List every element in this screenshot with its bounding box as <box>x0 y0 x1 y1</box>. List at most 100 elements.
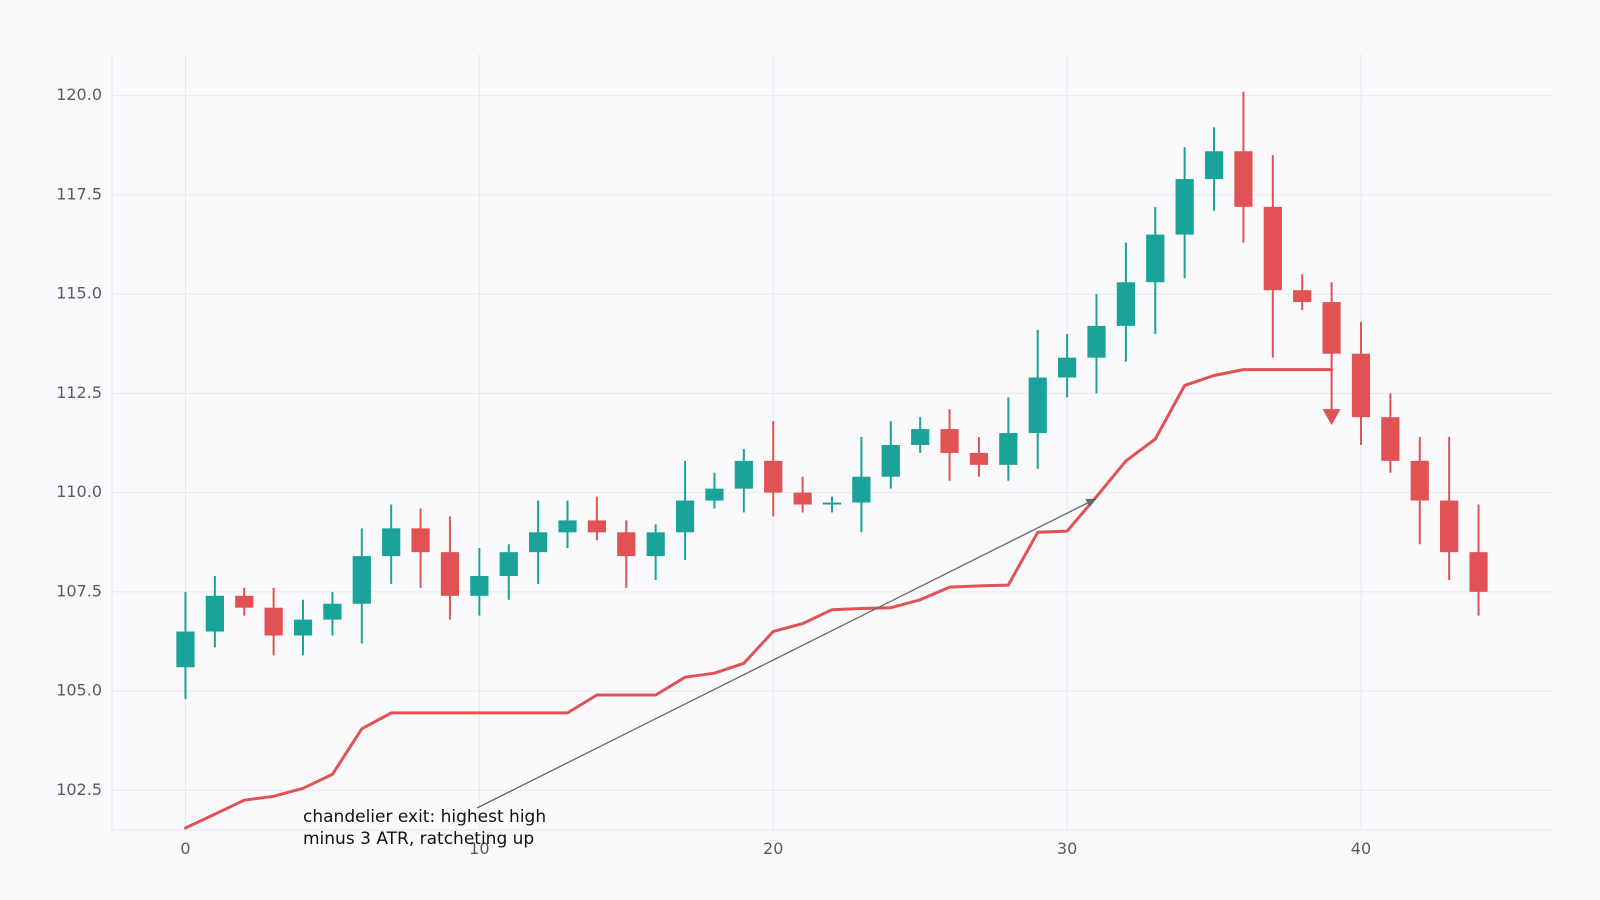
candle-down <box>587 496 607 541</box>
exit-signal-arrow <box>1322 409 1341 426</box>
candle-up <box>705 472 724 509</box>
candle-body <box>646 532 665 557</box>
axes <box>111 54 1552 831</box>
candle-body <box>1116 282 1135 326</box>
x-tick-label: 30 <box>1057 839 1077 858</box>
candle-body <box>470 575 489 596</box>
candle-up <box>529 500 548 584</box>
y-tick-label: 117.5 <box>56 184 102 203</box>
annotation-line-1: chandelier exit: highest high <box>303 807 546 827</box>
candle-body <box>176 631 195 668</box>
candle-body <box>999 433 1018 465</box>
candle-body <box>1440 500 1459 553</box>
candle-up <box>1175 147 1194 279</box>
annotation: chandelier exit: highest high minus 3 AT… <box>303 498 1097 849</box>
candle-down <box>440 516 460 620</box>
candle-body <box>205 595 224 632</box>
candle-body <box>352 556 371 604</box>
candle-body <box>1087 325 1106 358</box>
candle-body <box>1057 357 1077 378</box>
candle-body <box>969 452 989 465</box>
candle-up <box>176 591 195 700</box>
annotation-arrowhead <box>1085 498 1097 508</box>
candle-down <box>1322 282 1341 378</box>
candle-down <box>764 421 783 517</box>
candle-up <box>558 500 577 549</box>
candle-up <box>293 599 313 656</box>
annotation-text: chandelier exit: highest high minus 3 AT… <box>303 807 552 849</box>
exit-signal <box>1322 369 1341 426</box>
candle-body <box>940 429 959 453</box>
candle-body <box>264 607 283 636</box>
candle-body <box>529 532 548 553</box>
candle-body <box>1234 151 1253 207</box>
candle-down <box>235 587 254 616</box>
grid <box>112 54 1552 830</box>
candle-down <box>1381 393 1400 473</box>
candle-up <box>205 575 224 648</box>
y-tick-label: 107.5 <box>56 581 102 600</box>
candle-body <box>1469 552 1488 592</box>
annotation-arrow <box>476 502 1088 809</box>
candle-down <box>1469 504 1488 616</box>
x-tick-label: 40 <box>1351 839 1371 858</box>
candle-down <box>1410 437 1429 545</box>
candle-down <box>264 587 283 656</box>
candle-body <box>1322 302 1341 354</box>
candle-body <box>1351 353 1371 418</box>
candle-up <box>499 544 518 600</box>
candle-down <box>1293 274 1312 311</box>
candle-body <box>617 532 636 557</box>
chandelier-exit-line <box>184 368 1334 830</box>
chandelier-exit-series <box>184 368 1334 830</box>
candle-down <box>1263 155 1282 358</box>
candle-body <box>1204 151 1224 180</box>
candle-down <box>1351 321 1371 445</box>
x-tick-label: 0 <box>180 839 190 858</box>
candle-body <box>1175 179 1194 235</box>
candle-body <box>675 500 695 533</box>
candle-up <box>881 421 900 489</box>
candle-body <box>705 488 724 501</box>
candle-up <box>675 460 695 561</box>
y-tick-label: 115.0 <box>56 284 102 303</box>
candle-down <box>1234 91 1253 243</box>
candle-body <box>911 429 930 445</box>
candles <box>176 91 1488 700</box>
candle-up <box>911 417 930 453</box>
candle-body <box>499 552 518 576</box>
candle-up <box>470 548 489 616</box>
candle-body <box>764 460 783 493</box>
candle-down <box>1440 437 1459 580</box>
candle-up <box>1146 206 1165 334</box>
x-tick-label: 20 <box>763 839 783 858</box>
candle-body <box>411 528 430 553</box>
candle-body <box>881 444 900 477</box>
candle-body <box>822 502 842 505</box>
candle-up <box>646 524 665 580</box>
candle-up <box>852 437 871 533</box>
candle-body <box>1293 290 1312 303</box>
y-tick-label: 102.5 <box>56 780 102 799</box>
candle-up <box>323 591 342 636</box>
candle-body <box>793 492 812 505</box>
y-tick-label: 105.0 <box>56 681 102 700</box>
candle-down <box>617 520 636 588</box>
candle-body <box>440 552 460 596</box>
y-tick-label: 112.5 <box>56 383 102 402</box>
candle-up <box>1028 329 1047 469</box>
candle-up <box>1116 242 1135 362</box>
candle-down <box>793 476 812 513</box>
candle-up <box>1087 294 1106 394</box>
candle-body <box>558 520 577 533</box>
candle-body <box>1263 206 1282 291</box>
tick-labels: 102.5 105.0 107.5 110.0 112.5 115.0 117.5 120.0… <box>56 85 1371 858</box>
candle-down <box>969 437 989 477</box>
candle-up <box>352 528 371 644</box>
candle-body <box>734 460 753 489</box>
candle-body <box>382 528 401 557</box>
candle-up <box>822 496 842 513</box>
annotation-line-2: minus 3 ATR, ratcheting up <box>303 829 534 849</box>
candle-body <box>323 603 342 620</box>
